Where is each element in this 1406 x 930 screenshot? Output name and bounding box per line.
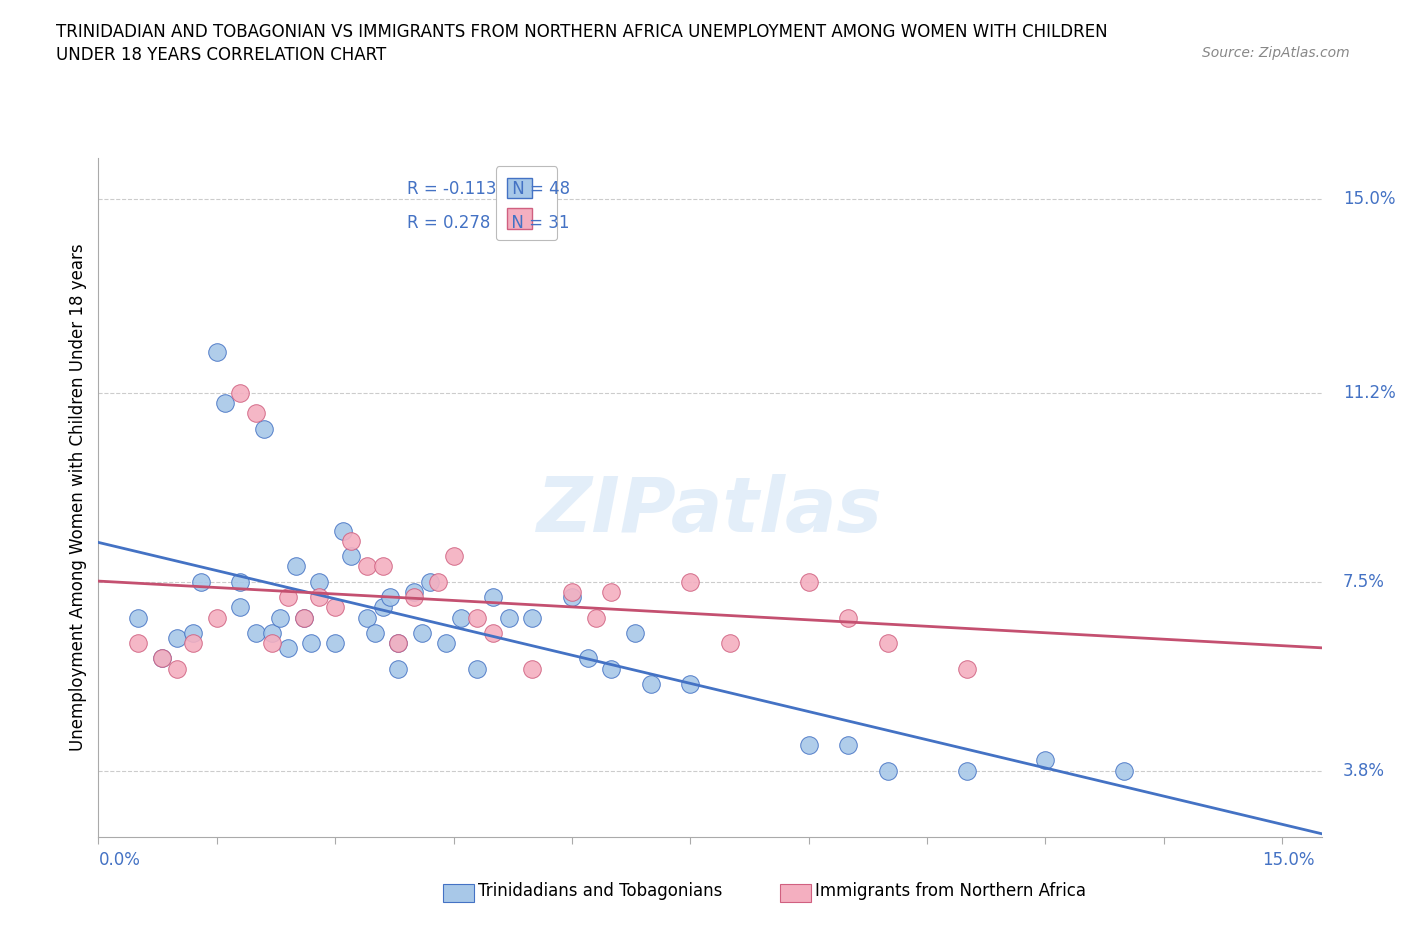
Point (356, 610, 378, 625)
Text: 15.0%: 15.0% (1343, 190, 1395, 208)
Point (308, 590, 330, 604)
Y-axis label: Unemployment Among Women with Children Under 18 years: Unemployment Among Women with Children U… (69, 244, 87, 751)
Point (284, 559, 307, 574)
Text: 3.8%: 3.8% (1343, 762, 1385, 779)
Point (229, 385, 252, 400)
Text: UNDER 18 YEARS CORRELATION CHART: UNDER 18 YEARS CORRELATION CHART (56, 46, 387, 64)
Point (190, 575, 212, 590)
Point (465, 661, 488, 676)
Point (837, 737, 859, 752)
Text: 15.0%: 15.0% (1263, 851, 1315, 870)
Point (718, 635, 741, 650)
Point (380, 590, 402, 604)
Point (371, 600, 394, 615)
Point (1035, 753, 1057, 768)
Point (482, 590, 505, 604)
Text: 0.0%: 0.0% (98, 851, 141, 870)
Point (253, 421, 276, 436)
Legend: , : , (496, 166, 557, 241)
Text: R = -0.113   N = 48: R = -0.113 N = 48 (406, 179, 569, 198)
Point (245, 405, 267, 420)
Point (387, 661, 409, 676)
Point (426, 575, 449, 590)
Text: ZIPatlas: ZIPatlas (537, 474, 883, 548)
Point (340, 534, 363, 549)
Point (356, 559, 378, 574)
Point (371, 559, 394, 574)
Point (214, 395, 236, 410)
Point (323, 600, 346, 615)
Point (277, 590, 299, 604)
Point (498, 610, 520, 625)
Point (323, 635, 346, 650)
Point (308, 575, 330, 590)
Point (269, 610, 291, 625)
Point (229, 575, 252, 590)
Point (301, 635, 323, 650)
Point (561, 585, 583, 600)
Point (260, 625, 283, 640)
Point (522, 661, 544, 676)
Point (387, 635, 409, 650)
Point (434, 635, 457, 650)
Point (679, 676, 702, 691)
Text: TRINIDADIAN AND TOBAGONIAN VS IMMIGRANTS FROM NORTHERN AFRICA UNEMPLOYMENT AMONG: TRINIDADIAN AND TOBAGONIAN VS IMMIGRANTS… (56, 23, 1108, 41)
Point (387, 635, 409, 650)
Point (797, 575, 820, 590)
Point (450, 610, 472, 625)
Point (522, 610, 544, 625)
Point (600, 661, 623, 676)
Point (404, 590, 426, 604)
Point (419, 575, 441, 590)
Point (576, 651, 599, 666)
Text: 11.2%: 11.2% (1343, 384, 1396, 402)
Point (277, 641, 299, 656)
Point (482, 625, 505, 640)
Point (166, 661, 188, 676)
Point (363, 625, 385, 640)
Point (797, 737, 820, 752)
Point (640, 676, 662, 691)
Point (150, 651, 173, 666)
Point (443, 549, 465, 564)
Point (332, 524, 354, 538)
Point (679, 575, 702, 590)
Point (181, 635, 204, 650)
Point (876, 635, 898, 650)
Point (465, 610, 488, 625)
Text: 7.5%: 7.5% (1343, 573, 1385, 591)
Text: Source: ZipAtlas.com: Source: ZipAtlas.com (1202, 46, 1350, 60)
Point (229, 600, 252, 615)
Point (955, 661, 977, 676)
Point (404, 585, 426, 600)
Point (292, 610, 315, 625)
Point (561, 590, 583, 604)
Point (837, 610, 859, 625)
Point (205, 610, 228, 625)
Point (127, 610, 149, 625)
Point (585, 610, 607, 625)
Point (150, 651, 173, 666)
Point (166, 631, 188, 645)
Point (876, 764, 898, 778)
Point (292, 610, 315, 625)
Point (411, 625, 433, 640)
Point (127, 635, 149, 650)
Point (1114, 764, 1136, 778)
Text: Immigrants from Northern Africa: Immigrants from Northern Africa (815, 882, 1087, 900)
Text: Trinidadians and Tobagonians: Trinidadians and Tobagonians (478, 882, 723, 900)
Point (205, 345, 228, 360)
Point (260, 635, 283, 650)
Point (245, 625, 267, 640)
Text: R = 0.278    N = 31: R = 0.278 N = 31 (406, 214, 569, 232)
Point (340, 549, 363, 564)
Point (624, 625, 647, 640)
Point (955, 764, 977, 778)
Point (600, 585, 623, 600)
Point (181, 625, 204, 640)
